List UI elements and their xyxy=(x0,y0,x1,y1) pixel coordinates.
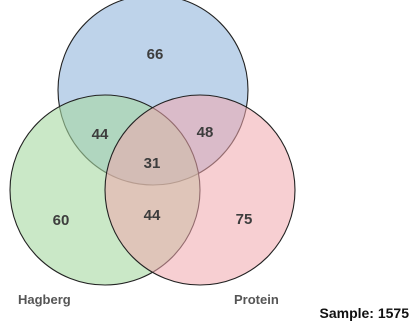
sample-size-label: Sample: 1575 xyxy=(319,305,410,321)
right-set-circle xyxy=(104,94,296,286)
left-only-count: 60 xyxy=(53,212,70,229)
right-only-count: 75 xyxy=(236,211,253,228)
all-three-count: 31 xyxy=(144,155,161,172)
top-right-count: 48 xyxy=(197,124,214,141)
left-set-label: Hagberg xyxy=(18,292,71,307)
top-only-count: 66 xyxy=(147,46,164,63)
top-left-count: 44 xyxy=(92,126,109,143)
right-set-label: Protein xyxy=(234,292,279,307)
left-right-count: 44 xyxy=(144,207,161,224)
